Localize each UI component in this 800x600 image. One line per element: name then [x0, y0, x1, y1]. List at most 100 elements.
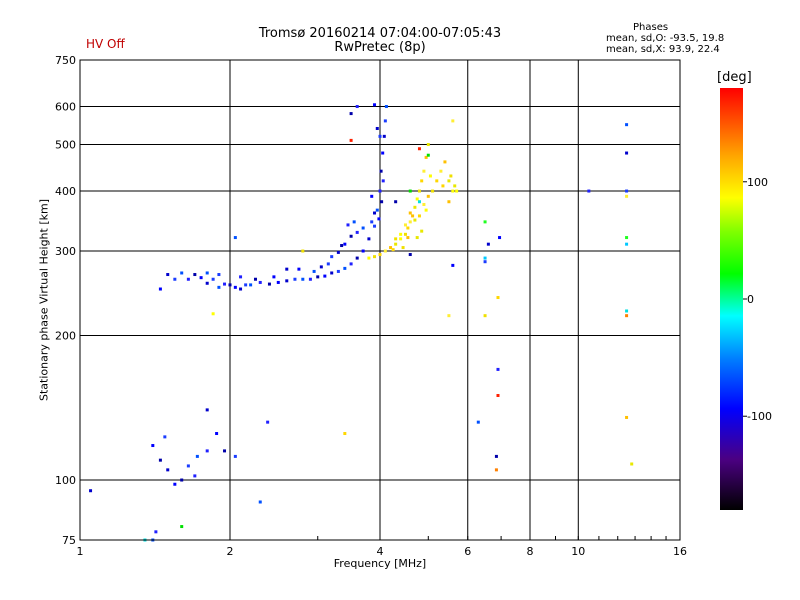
echo-point: [367, 256, 371, 260]
echo-point: [319, 265, 323, 269]
echo-point: [308, 277, 312, 281]
echo-point: [301, 249, 305, 253]
echo-point: [420, 179, 424, 183]
echo-point: [205, 271, 209, 275]
echo-point: [378, 253, 382, 257]
echo-point: [154, 530, 158, 534]
echo-point: [422, 202, 426, 206]
echo-point: [173, 277, 177, 281]
echo-point: [249, 283, 253, 287]
x-tick-label: 16: [673, 545, 687, 558]
echo-point: [399, 232, 403, 236]
echo-point: [417, 200, 421, 204]
y-tick-label: 75: [62, 534, 76, 547]
echo-point: [349, 138, 353, 142]
echo-point: [293, 277, 297, 281]
echo-point: [352, 220, 356, 224]
echo-point: [408, 211, 412, 215]
colorbar-tick-label: 100: [747, 176, 768, 189]
echo-point: [378, 189, 382, 193]
echo-point: [223, 449, 227, 453]
echo-point: [415, 236, 419, 240]
y-tick-label: 600: [55, 101, 76, 114]
echo-point: [496, 394, 500, 398]
echo-point: [217, 273, 221, 277]
echo-point: [447, 314, 451, 318]
echo-point: [394, 200, 398, 204]
echo-point: [496, 367, 500, 371]
echo-point: [441, 184, 445, 188]
echo-point: [253, 277, 257, 281]
echo-point: [428, 174, 432, 178]
echo-point: [494, 468, 498, 472]
echo-point: [408, 189, 412, 193]
echo-point: [411, 214, 415, 218]
echo-point: [394, 242, 398, 246]
echo-point: [373, 255, 377, 259]
echo-point: [173, 482, 177, 486]
echo-point: [424, 155, 428, 159]
echo-point: [403, 223, 407, 227]
echo-point: [630, 462, 634, 466]
echo-point: [355, 256, 359, 260]
echo-point: [355, 105, 359, 109]
echo-point: [276, 280, 280, 284]
echo-point: [375, 208, 379, 212]
y-tick-label: 100: [55, 474, 76, 487]
echo-point: [316, 275, 320, 279]
echo-point: [408, 220, 412, 224]
echo-point: [361, 249, 365, 253]
echo-point: [373, 211, 377, 215]
colorbar-tick-label: 0: [747, 293, 754, 306]
echo-point: [228, 283, 232, 287]
y-tick-label: 200: [55, 330, 76, 343]
echo-point: [625, 194, 629, 198]
echo-point: [426, 153, 430, 157]
echo-point: [431, 189, 435, 193]
echo-point: [336, 269, 340, 273]
echo-point: [451, 189, 455, 193]
x-axis-label: Frequency [MHz]: [333, 557, 427, 570]
echo-point: [625, 314, 629, 318]
echo-point: [426, 143, 430, 147]
echo-point: [166, 468, 170, 472]
echo-point: [380, 200, 384, 204]
colorbar: [720, 88, 743, 510]
x-tick-label: 8: [527, 545, 534, 558]
echo-point: [394, 237, 398, 241]
echo-point: [346, 223, 350, 227]
echo-point: [415, 197, 419, 201]
colorbar-unit: [deg]: [717, 70, 752, 85]
echo-point: [373, 224, 377, 228]
echo-point: [180, 525, 184, 529]
echo-point: [297, 267, 301, 271]
y-tick-label: 750: [55, 54, 76, 67]
chart-subtitle: RwPretec (8p): [334, 40, 426, 55]
echo-point: [180, 271, 184, 275]
echo-point: [486, 242, 490, 246]
phases-title: Phases: [633, 22, 669, 33]
echo-point: [408, 253, 412, 257]
echo-point: [326, 262, 330, 266]
echo-point: [417, 147, 421, 151]
echo-point: [403, 232, 407, 236]
echo-point: [343, 432, 347, 436]
echo-point: [166, 273, 170, 277]
echo-point: [266, 420, 270, 424]
echo-point: [375, 126, 379, 130]
echo-point: [361, 226, 365, 230]
echo-point: [343, 266, 347, 270]
echo-point: [301, 277, 305, 281]
echo-point: [330, 255, 334, 259]
echo-point: [285, 279, 289, 283]
colorbar-tick-label: -100: [747, 410, 772, 423]
echo-point: [239, 275, 243, 279]
echo-point: [455, 189, 459, 193]
echo-point: [312, 269, 316, 273]
echo-point: [424, 208, 428, 212]
echo-point: [285, 267, 289, 271]
echo-point: [379, 169, 383, 173]
echo-point: [483, 314, 487, 318]
echo-point: [382, 134, 386, 138]
echo-point: [193, 273, 197, 277]
